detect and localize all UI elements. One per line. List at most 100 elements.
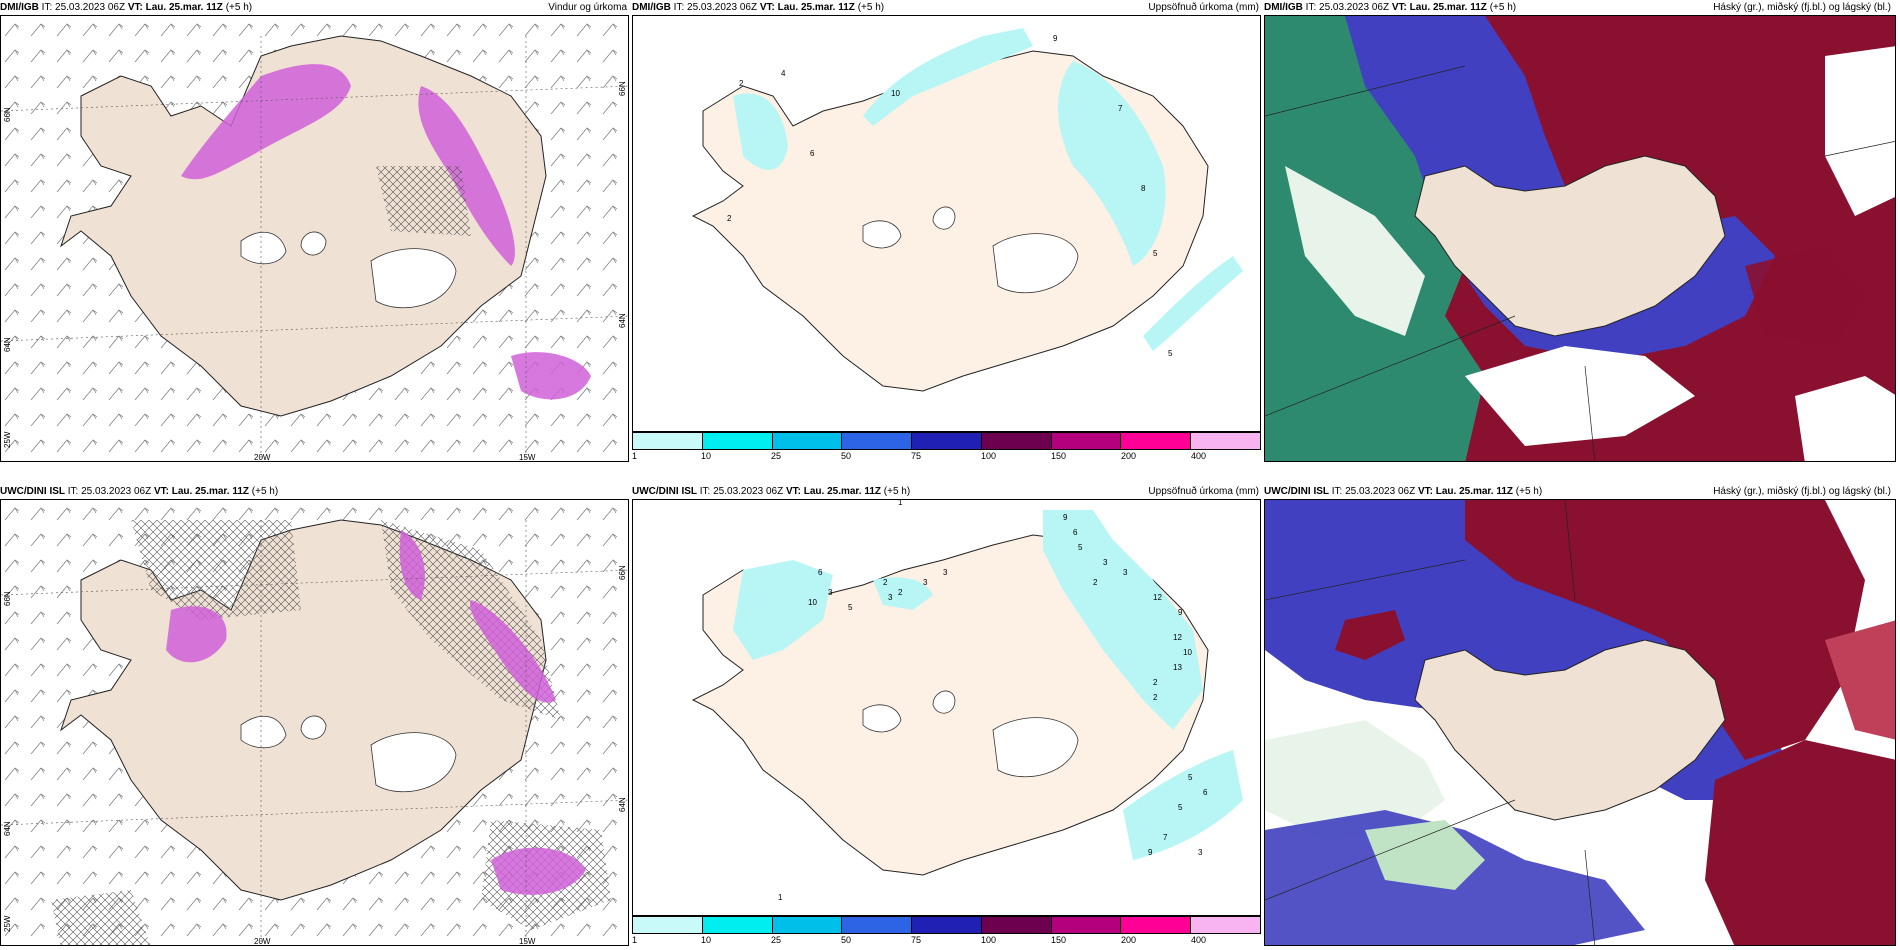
forecast-offset: (+5 h) [883, 486, 911, 497]
contour-value: 3 [828, 588, 833, 597]
contour-value: 3 [1103, 558, 1108, 567]
lon-label-15w: 15W [519, 453, 536, 462]
colorbar-label: 50 [841, 451, 852, 461]
colorbar-segments [632, 432, 1261, 450]
contour-value: 7 [1118, 104, 1123, 113]
model-name: UWC/DINI ISL [1264, 486, 1329, 497]
wind-precip-map[interactable]: 66N 64N 25W 66N 64N 20W 15W [0, 15, 629, 462]
colorbar-label: 50 [841, 935, 852, 945]
panel-header: DMI/IGB IT: 25.03.2023 06Z VT: Lau. 25.m… [632, 0, 1261, 16]
panel-title: Háský (gr.), miðský (fj.bl.) og lágský (… [1713, 2, 1891, 13]
contour-value: 13 [1173, 663, 1182, 672]
contour-value: 3 [1198, 848, 1203, 857]
panel-title: Háský (gr.), miðský (fj.bl.) og lágský (… [1713, 486, 1891, 497]
colorbar-label: 1 [632, 935, 638, 945]
accumulated-precip-map[interactable]: 10 9 7 8 5 5 4 2 2 6 [632, 15, 1261, 432]
contour-value: 1 [898, 500, 903, 507]
colorbar-segments [632, 916, 1261, 934]
map-svg [1, 500, 628, 945]
colorbar-segment [1121, 433, 1192, 449]
lat-label-64n: 64N [3, 337, 12, 352]
colorbar-label: 75 [911, 451, 922, 461]
cloud-cover-map[interactable] [1264, 499, 1896, 946]
precip-area-west [733, 93, 788, 170]
contour-value: 7 [1163, 833, 1168, 842]
contour-value: 4 [781, 69, 786, 78]
contour-value: 2 [883, 578, 888, 587]
lat-label-64n-right: 64N [618, 797, 627, 812]
panel-title: Uppsöfnuð úrkoma (mm) [1148, 486, 1259, 497]
colorbar-segment [772, 917, 843, 933]
panel-title: Uppsöfnuð úrkoma (mm) [1148, 2, 1259, 13]
lat-label-66n: 66N [3, 591, 12, 606]
map-svg [1265, 500, 1895, 945]
colorbar-label: 100 [981, 451, 997, 461]
forecast-offset: (+5 h) [251, 486, 279, 497]
precip-colorbar: 1 10 25 50 75 100 150 200 400 [632, 916, 1261, 946]
contour-value: 10 [808, 598, 817, 607]
map-svg: 9 6 5 3 3 2 12 9 12 10 13 2 2 10 6 3 5 2… [691, 500, 1243, 902]
colorbar-segment [1191, 917, 1261, 933]
contour-value: 6 [1203, 788, 1208, 797]
precip-area-east [1058, 61, 1166, 266]
contour-value: 9 [1148, 848, 1153, 857]
contour-value: 5 [1078, 543, 1083, 552]
valid-time: VT: Lau. 25.mar. 11Z [1391, 2, 1487, 13]
contour-value: 3 [888, 593, 893, 602]
lon-label-15w: 15W [519, 937, 536, 946]
model-name: DMI/IGB [0, 2, 39, 13]
panel-dmi-wind: DMI/IGB IT: 25.03.2023 06Z VT: Lau. 25.m… [0, 0, 629, 465]
lat-label-66n: 66N [3, 107, 12, 122]
contour-value: 5 [1188, 773, 1193, 782]
contour-value: 6 [1073, 528, 1078, 537]
valid-time: VT: Lau. 25.mar. 11Z [127, 2, 223, 13]
contour-value: 3 [923, 578, 928, 587]
precip-colorbar: 1 10 25 50 75 100 150 200 400 [632, 432, 1261, 462]
panel-header: UWC/DINI ISL IT: 25.03.2023 06Z VT: Lau.… [0, 484, 629, 500]
forecast-offset: (+5 h) [225, 2, 253, 13]
colorbar-segment [772, 433, 843, 449]
lat-label-66n-right: 66N [618, 565, 627, 580]
colorbar-segment [842, 917, 913, 933]
contour-value: 2 [898, 588, 903, 597]
colorbar-segment [912, 917, 982, 933]
colorbar-segment [842, 433, 913, 449]
colorbar-segment [702, 433, 773, 449]
model-name: DMI/IGB [1264, 2, 1303, 13]
colorbar-label: 10 [701, 451, 712, 461]
colorbar-label: 200 [1121, 451, 1137, 461]
precip-area-se [1123, 750, 1243, 860]
colorbar-segment [912, 433, 982, 449]
model-name: UWC/DINI ISL [0, 486, 65, 497]
valid-time: VT: Lau. 25.mar. 11Z [1417, 486, 1514, 497]
colorbar-label: 25 [771, 935, 782, 945]
panel-dmi-clouds: DMI/IGB IT: 25.03.2023 06Z VT: Lau. 25.m… [1264, 0, 1896, 465]
panel-header: DMI/IGB IT: 25.03.2023 06Z VT: Lau. 25.m… [0, 0, 629, 16]
map-svg [1, 16, 628, 461]
contour-value: 12 [1173, 633, 1182, 642]
cloud-cover-map[interactable] [1264, 15, 1896, 462]
lat-label-64n-right: 64N [618, 313, 627, 328]
contour-value: 3 [943, 568, 948, 577]
colorbar-label: 10 [701, 935, 712, 945]
model-name: DMI/IGB [632, 2, 671, 13]
precip-area-north [863, 28, 1033, 126]
lat-label-66n-right: 66N [618, 81, 627, 96]
forecast-offset: (+5 h) [1515, 486, 1543, 497]
colorbar-segment [1191, 433, 1261, 449]
init-time: IT: 25.03.2023 06Z [67, 486, 152, 497]
colorbar-label: 25 [771, 451, 782, 461]
contour-value: 8 [1141, 184, 1146, 193]
colorbar-label: 1 [632, 451, 638, 461]
panel-header: DMI/IGB IT: 25.03.2023 06Z VT: Lau. 25.m… [1264, 0, 1893, 16]
wind-precip-map[interactable]: 66N 64N 25W 66N 64N 20W 15W [0, 499, 629, 946]
contour-value: 3 [1123, 568, 1128, 577]
colorbar-label: 200 [1121, 935, 1137, 945]
init-time: IT: 25.03.2023 06Z [699, 486, 784, 497]
colorbar-label: 100 [981, 935, 997, 945]
forecast-offset: (+5 h) [857, 2, 885, 13]
lon-label-25w: 25W [3, 431, 12, 448]
contour-value: 9 [1053, 34, 1058, 43]
panel-header: UWC/DINI ISL IT: 25.03.2023 06Z VT: Lau.… [632, 484, 1261, 500]
accumulated-precip-map[interactable]: 9 6 5 3 3 2 12 9 12 10 13 2 2 10 6 3 5 2… [632, 499, 1261, 916]
